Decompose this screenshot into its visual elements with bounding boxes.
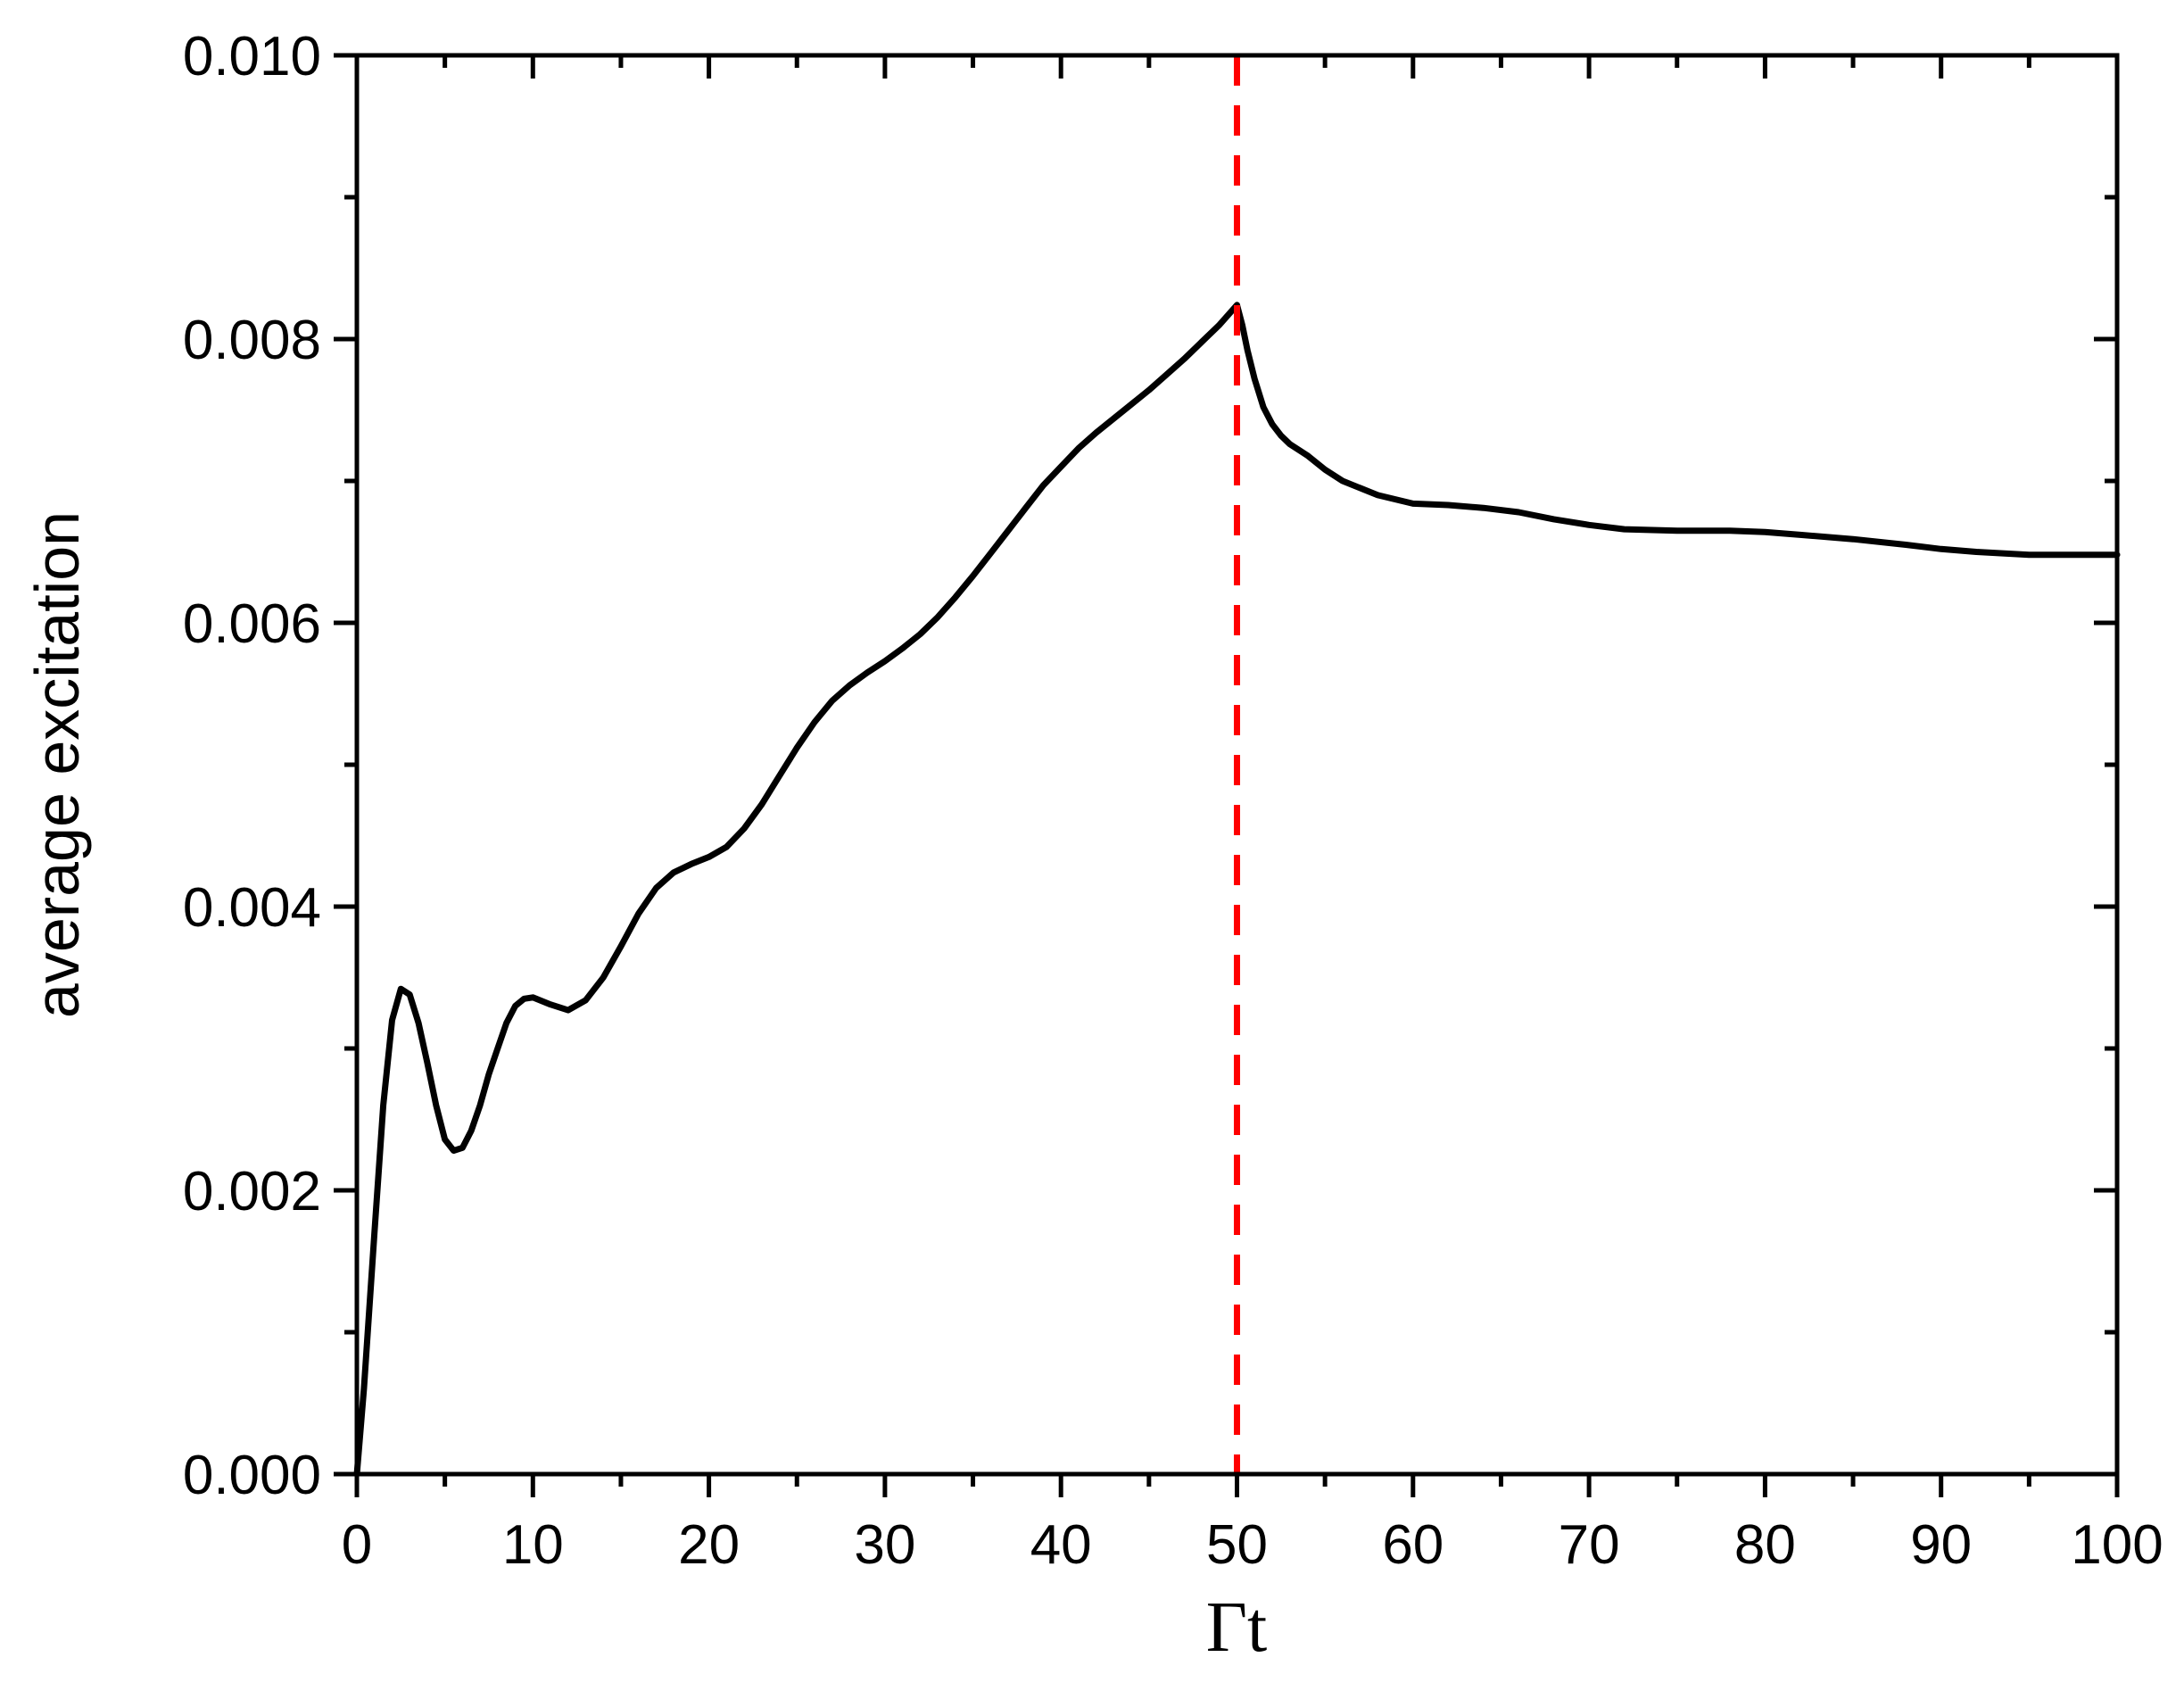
y-tick-label: 0.008 — [183, 310, 321, 371]
x-tick-label: 30 — [854, 1514, 915, 1576]
tick-labels-layer: 0 10 20 30 40 50 60 70 80 90 100 0.000 0.002 0.004 0.0… — [183, 26, 2163, 1576]
y-axis-title: average excitation — [22, 511, 92, 1018]
x-tick-label: 20 — [678, 1514, 740, 1576]
x-tick-label: 60 — [1382, 1514, 1444, 1576]
y-tick-label: 0.000 — [183, 1445, 321, 1506]
x-tick-label: 80 — [1734, 1514, 1796, 1576]
x-tick-label: 10 — [502, 1514, 564, 1576]
x-tick-label: 40 — [1030, 1514, 1092, 1576]
x-tick-label: 90 — [1910, 1514, 1972, 1576]
x-tick-label: 50 — [1206, 1514, 1268, 1576]
x-tick-label: 100 — [2071, 1514, 2163, 1576]
y-tick-label: 0.006 — [183, 593, 321, 655]
x-tick-label: 70 — [1559, 1514, 1620, 1576]
y-tick-label: 0.004 — [183, 877, 321, 939]
y-tick-label: 0.002 — [183, 1161, 321, 1222]
plot-frame — [354, 53, 2120, 1477]
ticks-layer — [334, 53, 2120, 1497]
x-axis-title: Γt — [1206, 1588, 1267, 1667]
data-layer — [353, 55, 2121, 1478]
series-line — [353, 302, 2121, 1478]
y-tick-label: 0.010 — [183, 26, 321, 87]
x-tick-label: 0 — [342, 1514, 372, 1576]
